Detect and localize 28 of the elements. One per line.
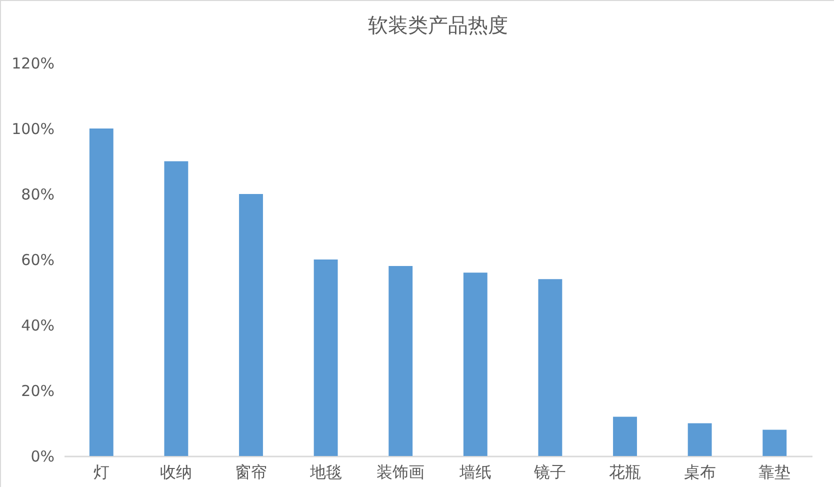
x-tick-label: 镜子: [533, 462, 566, 482]
x-tick-label: 地毯: [308, 462, 342, 482]
bar: [538, 279, 562, 456]
y-tick-label: 0%: [30, 448, 54, 466]
y-tick-label: 100%: [12, 120, 54, 138]
bar: [463, 272, 488, 456]
y-tick-label: 80%: [21, 186, 54, 204]
y-tick-label: 60%: [21, 251, 54, 269]
chart-title: 软装类产品热度: [368, 13, 508, 37]
bar: [239, 194, 263, 456]
x-tick-label: 窗帘: [235, 462, 267, 482]
x-tick-label: 墙纸: [458, 462, 492, 482]
bar: [688, 423, 712, 456]
bar: [164, 161, 188, 456]
bar: [762, 430, 787, 456]
bar: [613, 416, 637, 456]
x-tick-label: 靠垫: [758, 462, 791, 482]
bar: [388, 266, 413, 456]
y-tick-label: 20%: [21, 382, 54, 400]
x-tick-label: 灯: [93, 462, 110, 482]
x-tick-label: 桌布: [684, 462, 716, 482]
y-tick-label: 120%: [12, 54, 54, 72]
x-tick-label: 收纳: [160, 462, 192, 482]
x-tick-label: 花瓶: [609, 462, 641, 482]
y-tick-label: 40%: [21, 316, 54, 334]
bar: [314, 260, 338, 456]
x-tick-label: 装饰画: [376, 462, 425, 482]
bar: [89, 128, 114, 456]
